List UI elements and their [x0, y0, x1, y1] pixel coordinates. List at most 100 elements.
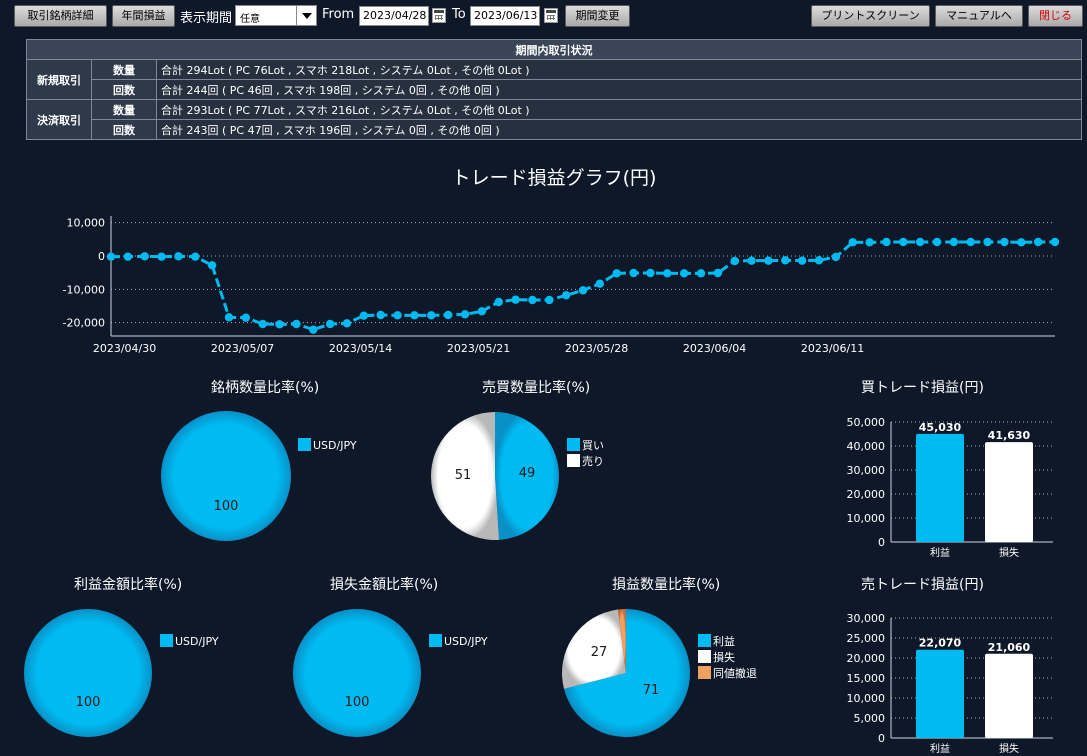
to-date-input[interactable]: 2023/06/13 [470, 6, 540, 26]
legend-label: USD/JPY [175, 635, 219, 648]
x-tick-label: 2023/05/14 [329, 342, 392, 355]
data-point [511, 295, 520, 304]
from-label: From [322, 7, 355, 22]
close-button[interactable]: 閉じる [1028, 5, 1083, 27]
pie-slice [161, 411, 291, 541]
data-point [781, 256, 790, 265]
data-point [595, 279, 605, 288]
data-point [460, 310, 470, 319]
legend-label: 買い [582, 439, 604, 452]
pie-slice [564, 609, 691, 737]
data-point [241, 313, 251, 322]
x-tick-label: 利益 [930, 742, 950, 755]
data-point [342, 319, 352, 328]
legend-label: USD/JPY [444, 635, 488, 648]
x-tick-label: 2023/05/21 [447, 342, 510, 355]
y-tick-label: 10,000 [847, 692, 886, 705]
from-calendar-icon[interactable] [432, 8, 446, 23]
profit-amt-title: 利益金額比率(%) [74, 577, 183, 593]
y-tick-label: 30,000 [847, 612, 886, 625]
data-point [882, 237, 891, 247]
legend-swatch [698, 666, 711, 679]
data-point [106, 252, 116, 261]
data-point [578, 286, 588, 295]
data-point [427, 311, 436, 320]
annual-pl-button[interactable]: 年間損益 [112, 5, 175, 27]
trade-detail-button[interactable]: 取引銘柄詳細 [14, 5, 107, 27]
y-tick-label: -20,000 [63, 317, 105, 330]
data-point [696, 269, 706, 278]
data-point [966, 237, 975, 247]
data-point [1000, 237, 1009, 247]
period-select[interactable]: 任意 [235, 5, 317, 26]
slice-value-label: 27 [591, 645, 608, 660]
y-tick-label: 5,000 [854, 712, 886, 725]
to-calendar-icon[interactable] [544, 8, 558, 23]
legend-swatch [698, 634, 711, 647]
data-point [713, 268, 723, 278]
y-tick-label: 25,000 [847, 632, 886, 645]
print-screen-button[interactable]: プリントスクリーン [811, 5, 930, 27]
y-tick-label: 0 [98, 250, 105, 263]
slice-value-label: 49 [519, 466, 536, 481]
row-text: 合計 294Lot ( PC 76Lot , スマホ 218Lot , システム… [156, 59, 1082, 80]
data-point [932, 237, 942, 247]
data-point [797, 256, 807, 265]
row-label: 数量 [91, 59, 157, 80]
data-point [140, 252, 149, 261]
row-label: 数量 [91, 99, 157, 120]
x-tick-label: 損失 [999, 546, 1019, 559]
data-point [123, 252, 133, 261]
data-point [915, 237, 925, 247]
pie-slice [431, 412, 500, 540]
x-tick-label: 2023/04/30 [93, 342, 156, 355]
y-tick-label: 40,000 [847, 440, 886, 453]
change-period-button[interactable]: 期間変更 [565, 5, 630, 27]
y-tick-label: -10,000 [63, 283, 105, 296]
legend-label: 同値撤退 [713, 666, 757, 680]
bar-value-label: 22,070 [919, 637, 962, 650]
row-label: 回数 [91, 79, 157, 100]
from-date-input[interactable]: 2023/04/28 [359, 6, 429, 26]
manual-button[interactable]: マニュアルへ [935, 5, 1023, 27]
line-chart-title: トレード損益グラフ(円) [451, 167, 657, 189]
legend-label: USD/JPY [313, 439, 357, 452]
bar-value-label: 41,630 [988, 429, 1031, 442]
pie-slice [562, 609, 626, 689]
data-point [1017, 238, 1026, 247]
data-point [1050, 237, 1060, 247]
data-point [410, 311, 419, 320]
data-point [292, 319, 301, 329]
data-point [949, 237, 959, 247]
data-point [494, 297, 503, 307]
slice-value-label: 100 [345, 695, 370, 710]
data-point [865, 238, 874, 247]
chevron-down-icon[interactable] [296, 6, 316, 25]
x-tick-label: 2023/05/07 [211, 342, 274, 355]
data-point [899, 237, 908, 247]
row-text: 合計 293Lot ( PC 77Lot , スマホ 216Lot , システム… [156, 99, 1082, 120]
bar [916, 649, 964, 738]
pl-count-title: 損益数量比率(%) [612, 577, 721, 593]
x-tick-label: 損失 [999, 742, 1019, 755]
x-tick-label: 2023/05/28 [565, 342, 628, 355]
toolbar: 取引銘柄詳細 年間損益 表示期間 任意 From 2023/04/28 To 2… [0, 0, 1087, 32]
bar-value-label: 21,060 [988, 641, 1031, 654]
y-tick-label: 30,000 [847, 464, 886, 477]
slice-value-label: 100 [214, 499, 239, 514]
data-point [309, 325, 318, 334]
legend-swatch [698, 650, 711, 663]
slice-value-label: 51 [455, 468, 472, 483]
y-tick-label: 50,000 [847, 416, 886, 429]
legend-swatch [160, 634, 173, 647]
data-point [359, 311, 369, 320]
data-point [983, 237, 992, 247]
pie-slice [495, 412, 560, 540]
loss-amt-title: 損失金額比率(%) [330, 577, 439, 593]
period-select-value: 任意 [240, 14, 260, 25]
data-point [831, 252, 841, 262]
y-tick-label: 15,000 [847, 672, 886, 685]
data-point [393, 311, 402, 320]
data-point [376, 310, 385, 320]
trade-summary-table: 期間内取引状況 新規取引 数量 合計 294Lot ( PC 76Lot , ス… [26, 39, 1082, 140]
